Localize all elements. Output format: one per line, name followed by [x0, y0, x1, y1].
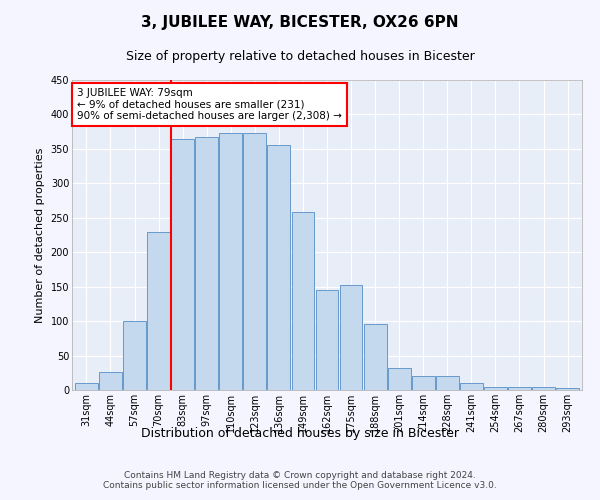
Bar	[364, 324, 386, 390]
Bar	[340, 284, 362, 390]
Bar	[147, 232, 170, 390]
Y-axis label: Number of detached properties: Number of detached properties	[35, 148, 45, 322]
Bar	[556, 388, 579, 390]
Bar	[99, 372, 122, 390]
Bar	[171, 139, 194, 390]
Text: 3 JUBILEE WAY: 79sqm
← 9% of detached houses are smaller (231)
90% of semi-detac: 3 JUBILEE WAY: 79sqm ← 9% of detached ho…	[77, 88, 342, 121]
Bar	[412, 376, 434, 390]
Bar	[316, 290, 338, 390]
Bar	[436, 376, 459, 390]
Bar	[532, 386, 555, 390]
Text: Size of property relative to detached houses in Bicester: Size of property relative to detached ho…	[125, 50, 475, 63]
Bar	[484, 386, 507, 390]
Bar	[268, 145, 290, 390]
Bar	[220, 133, 242, 390]
Bar	[460, 383, 483, 390]
Bar	[123, 321, 146, 390]
Bar	[244, 133, 266, 390]
Bar	[195, 137, 218, 390]
Bar	[388, 368, 410, 390]
Bar	[292, 212, 314, 390]
Bar	[508, 386, 531, 390]
Text: Distribution of detached houses by size in Bicester: Distribution of detached houses by size …	[141, 428, 459, 440]
Bar	[75, 383, 98, 390]
Text: Contains HM Land Registry data © Crown copyright and database right 2024.
Contai: Contains HM Land Registry data © Crown c…	[103, 470, 497, 490]
Text: 3, JUBILEE WAY, BICESTER, OX26 6PN: 3, JUBILEE WAY, BICESTER, OX26 6PN	[141, 15, 459, 30]
